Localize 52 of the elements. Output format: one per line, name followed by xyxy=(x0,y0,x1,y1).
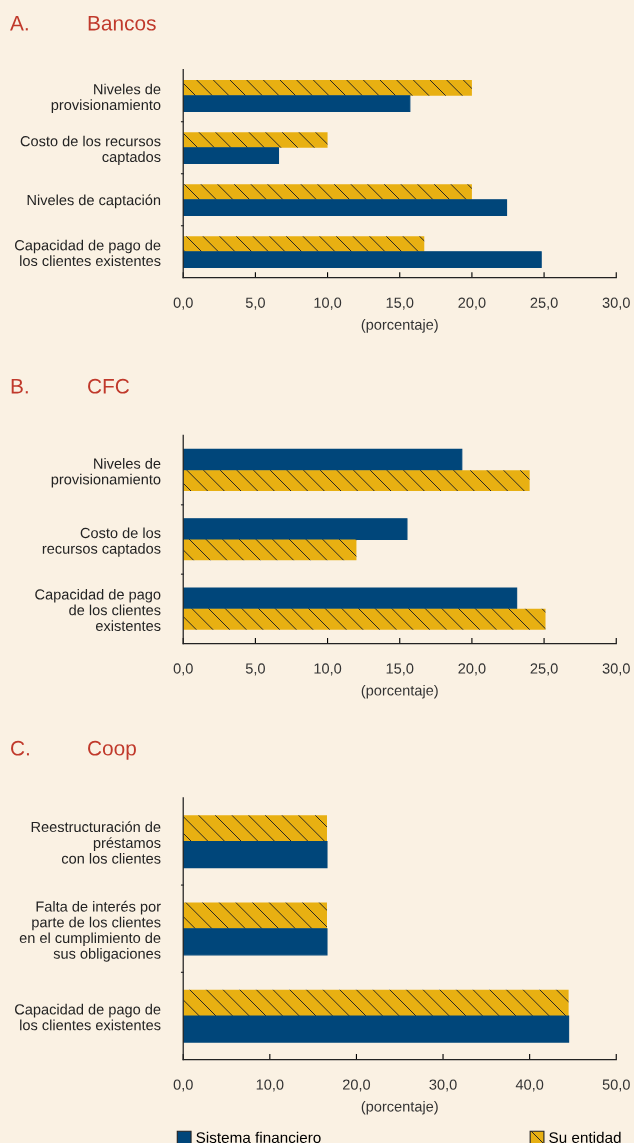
x-tick-label: 20,0 xyxy=(458,297,486,310)
x-tick-label: 5,0 xyxy=(245,663,265,676)
chart-title: A. Bancos xyxy=(10,16,156,31)
x-tick-label: 20,0 xyxy=(342,1079,371,1092)
x-axis-title: (porcentaje) xyxy=(361,684,438,699)
bar xyxy=(183,80,472,96)
chart-title: C. Coop xyxy=(11,740,136,760)
x-tick-label: 40,0 xyxy=(515,1079,544,1092)
x-tick-label: 50,0 xyxy=(602,1079,630,1092)
bar xyxy=(183,448,463,471)
bar xyxy=(183,539,357,561)
y-tick-label: Capacidad de pago de los clientes existentes xyxy=(14,1003,161,1031)
y-tick-label: Costo de los recursos captados xyxy=(42,527,161,557)
x-tick-label: 10,0 xyxy=(314,297,342,310)
x-tick-label: 30,0 xyxy=(602,663,630,676)
bar xyxy=(183,199,508,216)
bar xyxy=(183,147,280,164)
x-tick-label: 25,0 xyxy=(530,663,558,676)
bar xyxy=(183,251,542,268)
bar xyxy=(183,518,408,541)
x-tick-label: 0,0 xyxy=(173,297,193,310)
y-tick-label: Reestructuración de préstamos con los clientes xyxy=(31,821,161,864)
x-tick-label: 30,0 xyxy=(602,297,630,310)
y-tick-label: Niveles de provisionamiento xyxy=(51,83,161,113)
x-tick-label: 15,0 xyxy=(386,297,414,310)
x-axis-title: (porcentaje) xyxy=(361,1100,438,1115)
x-axis-title: (porcentaje) xyxy=(361,319,438,333)
y-tick-label: Niveles de captación xyxy=(27,194,161,209)
y-tick-label: Niveles de provisionamiento xyxy=(51,458,161,488)
y-tick-label: Costo de los recursos captados xyxy=(20,135,161,165)
legend-label: Sistema financiero xyxy=(196,1131,321,1143)
y-tick-label: Capacidad de pago de los clientes existentes xyxy=(14,239,161,267)
x-tick-label: 10,0 xyxy=(314,663,342,676)
x-tick-label: 25,0 xyxy=(530,297,558,310)
legend-label: Su entidad xyxy=(549,1131,621,1143)
bar xyxy=(183,236,425,252)
bar xyxy=(183,95,411,112)
bar xyxy=(183,587,518,610)
x-tick-label: 0,0 xyxy=(173,663,193,676)
x-tick-label: 0,0 xyxy=(173,1079,193,1092)
x-tick-label: 5,0 xyxy=(245,297,265,310)
bar xyxy=(183,470,530,491)
x-tick-label: 15,0 xyxy=(386,663,414,676)
bar xyxy=(183,608,546,630)
bar xyxy=(183,132,328,148)
bar xyxy=(183,184,472,200)
x-tick-label: 30,0 xyxy=(429,1079,457,1092)
chart-title: B. CFC xyxy=(11,378,130,394)
x-tick-label: 10,0 xyxy=(256,1079,284,1092)
x-tick-label: 20,0 xyxy=(458,663,486,676)
y-tick-label: Falta de interés por parte de los clientes en el cumplimiento de sus obligaciones xyxy=(19,900,161,962)
y-tick-label: Capacidad de pago de los clientes existentes xyxy=(35,588,161,632)
